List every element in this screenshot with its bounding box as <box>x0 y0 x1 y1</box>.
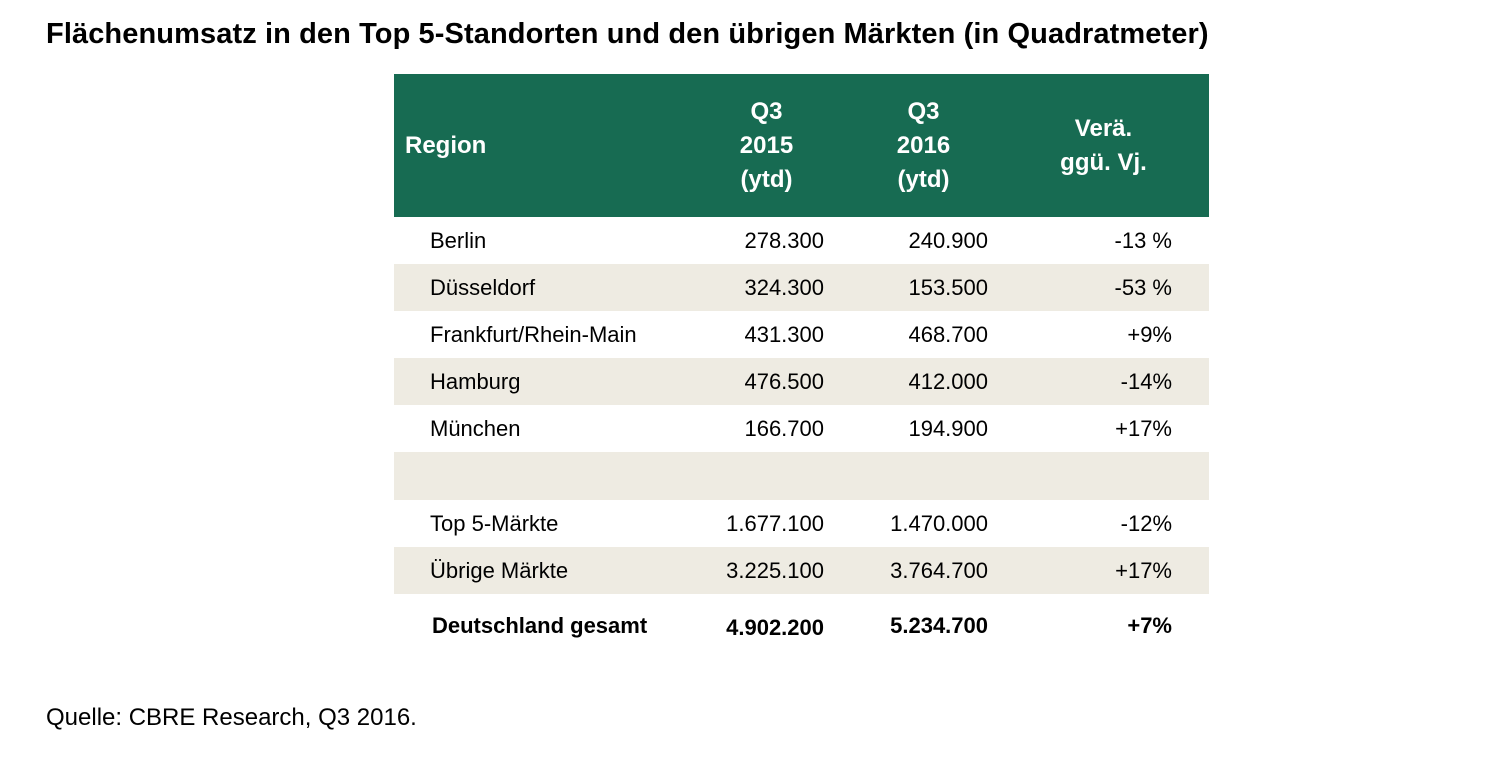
document-title: Flächenumsatz in den Top 5-Standorten un… <box>46 18 1209 50</box>
cell-q3-2015: 278.300 <box>744 227 824 253</box>
table-spacer-row <box>394 452 1209 500</box>
header-region: Region <box>405 131 487 159</box>
office-space-table: Region Q3 2015 (ytd) Q3 2016 (ytd) Verä.… <box>394 74 1209 658</box>
header-q3-2015-line2: 2015 <box>739 131 794 159</box>
header-change-line1: Verä. <box>1074 114 1133 142</box>
table-row-top5: Top 5-Märkte 1.677.100 1.470.000 -12% <box>394 500 1209 547</box>
cell-region: Übrige Märkte <box>430 557 569 583</box>
cell-q3-2015: 4.902.200 <box>709 594 859 658</box>
cell-q3-2015: 1.677.100 <box>726 510 824 536</box>
cell-change: -14% <box>1120 368 1172 394</box>
spacer-cell <box>394 452 1209 500</box>
cell-region: Frankfurt/Rhein-Main <box>430 321 637 347</box>
table-row-duesseldorf: Düsseldorf 324.300 153.500 -53 % <box>394 264 1209 311</box>
header-q3-2016-line3: (ytd) <box>897 165 950 193</box>
cell-q3-2016: 1.470.000 <box>890 510 988 536</box>
cell-q3-2016: 5.234.700 <box>890 613 988 638</box>
cell-region: Top 5-Märkte <box>430 510 559 536</box>
office-space-table-container: Region Q3 2015 (ytd) Q3 2016 (ytd) Verä.… <box>394 74 1209 658</box>
header-q3-2015-line1: Q3 <box>750 97 783 125</box>
cell-q3-2016: 153.500 <box>908 274 988 300</box>
table-row-berlin: Berlin 278.300 240.900 -13 % <box>394 217 1209 264</box>
cell-change: +9% <box>1127 321 1172 347</box>
cell-change: -13 % <box>1114 227 1172 253</box>
header-change-line2: ggü. Vj. <box>1060 148 1147 176</box>
table-header-row: Region Q3 2015 (ytd) Q3 2016 (ytd) Verä.… <box>394 74 1209 217</box>
cell-q3-2016: 240.900 <box>908 227 988 253</box>
header-change: Verä. ggü. Vj. <box>1038 74 1209 217</box>
cell-q3-2016: 468.700 <box>908 321 988 347</box>
header-q3-2015: Q3 2015 (ytd) <box>709 74 859 217</box>
table-row-muenchen: München 166.700 194.900 +17% <box>394 405 1209 452</box>
cell-q3-2015: 3.225.100 <box>726 557 824 583</box>
header-q3-2016-line2: 2016 <box>896 131 951 159</box>
header-q3-2016-line1: Q3 <box>907 97 940 125</box>
cell-region: Hamburg <box>430 368 521 394</box>
table-row-uebrige: Übrige Märkte 3.225.100 3.764.700 +17% <box>394 547 1209 594</box>
header-q3-2016: Q3 2016 (ytd) <box>859 74 1038 217</box>
cell-change: +7% <box>1127 613 1172 638</box>
cell-q3-2016: 194.900 <box>908 415 988 441</box>
cell-q3-2015: 166.700 <box>744 415 824 441</box>
cell-q3-2016: 412.000 <box>908 368 988 394</box>
table-row-frankfurt: Frankfurt/Rhein-Main 431.300 468.700 +9% <box>394 311 1209 358</box>
cell-change: +17% <box>1115 415 1172 441</box>
header-q3-2015-line3: (ytd) <box>740 165 793 193</box>
cell-change: +17% <box>1115 557 1172 583</box>
cell-q3-2016: 3.764.700 <box>890 557 988 583</box>
cell-q3-2015: 476.500 <box>744 368 824 394</box>
cell-q3-2015: 324.300 <box>744 274 824 300</box>
cell-region: Berlin <box>430 227 487 253</box>
table-row-hamburg: Hamburg 476.500 412.000 -14% <box>394 358 1209 405</box>
cell-region: München <box>430 415 521 441</box>
table-row-total: Deutschland gesamt 4.902.200 5.234.700 +… <box>394 594 1209 658</box>
source-note: Quelle: CBRE Research, Q3 2016. <box>46 704 417 731</box>
cell-change: -12% <box>1120 510 1172 536</box>
cell-region: Düsseldorf <box>430 274 536 300</box>
cell-q3-2015: 431.300 <box>744 321 824 347</box>
cell-q3-2015-value: 4.902.200 <box>726 615 824 640</box>
cell-region: Deutschland gesamt <box>432 613 648 638</box>
cell-change: -53 % <box>1114 274 1172 300</box>
